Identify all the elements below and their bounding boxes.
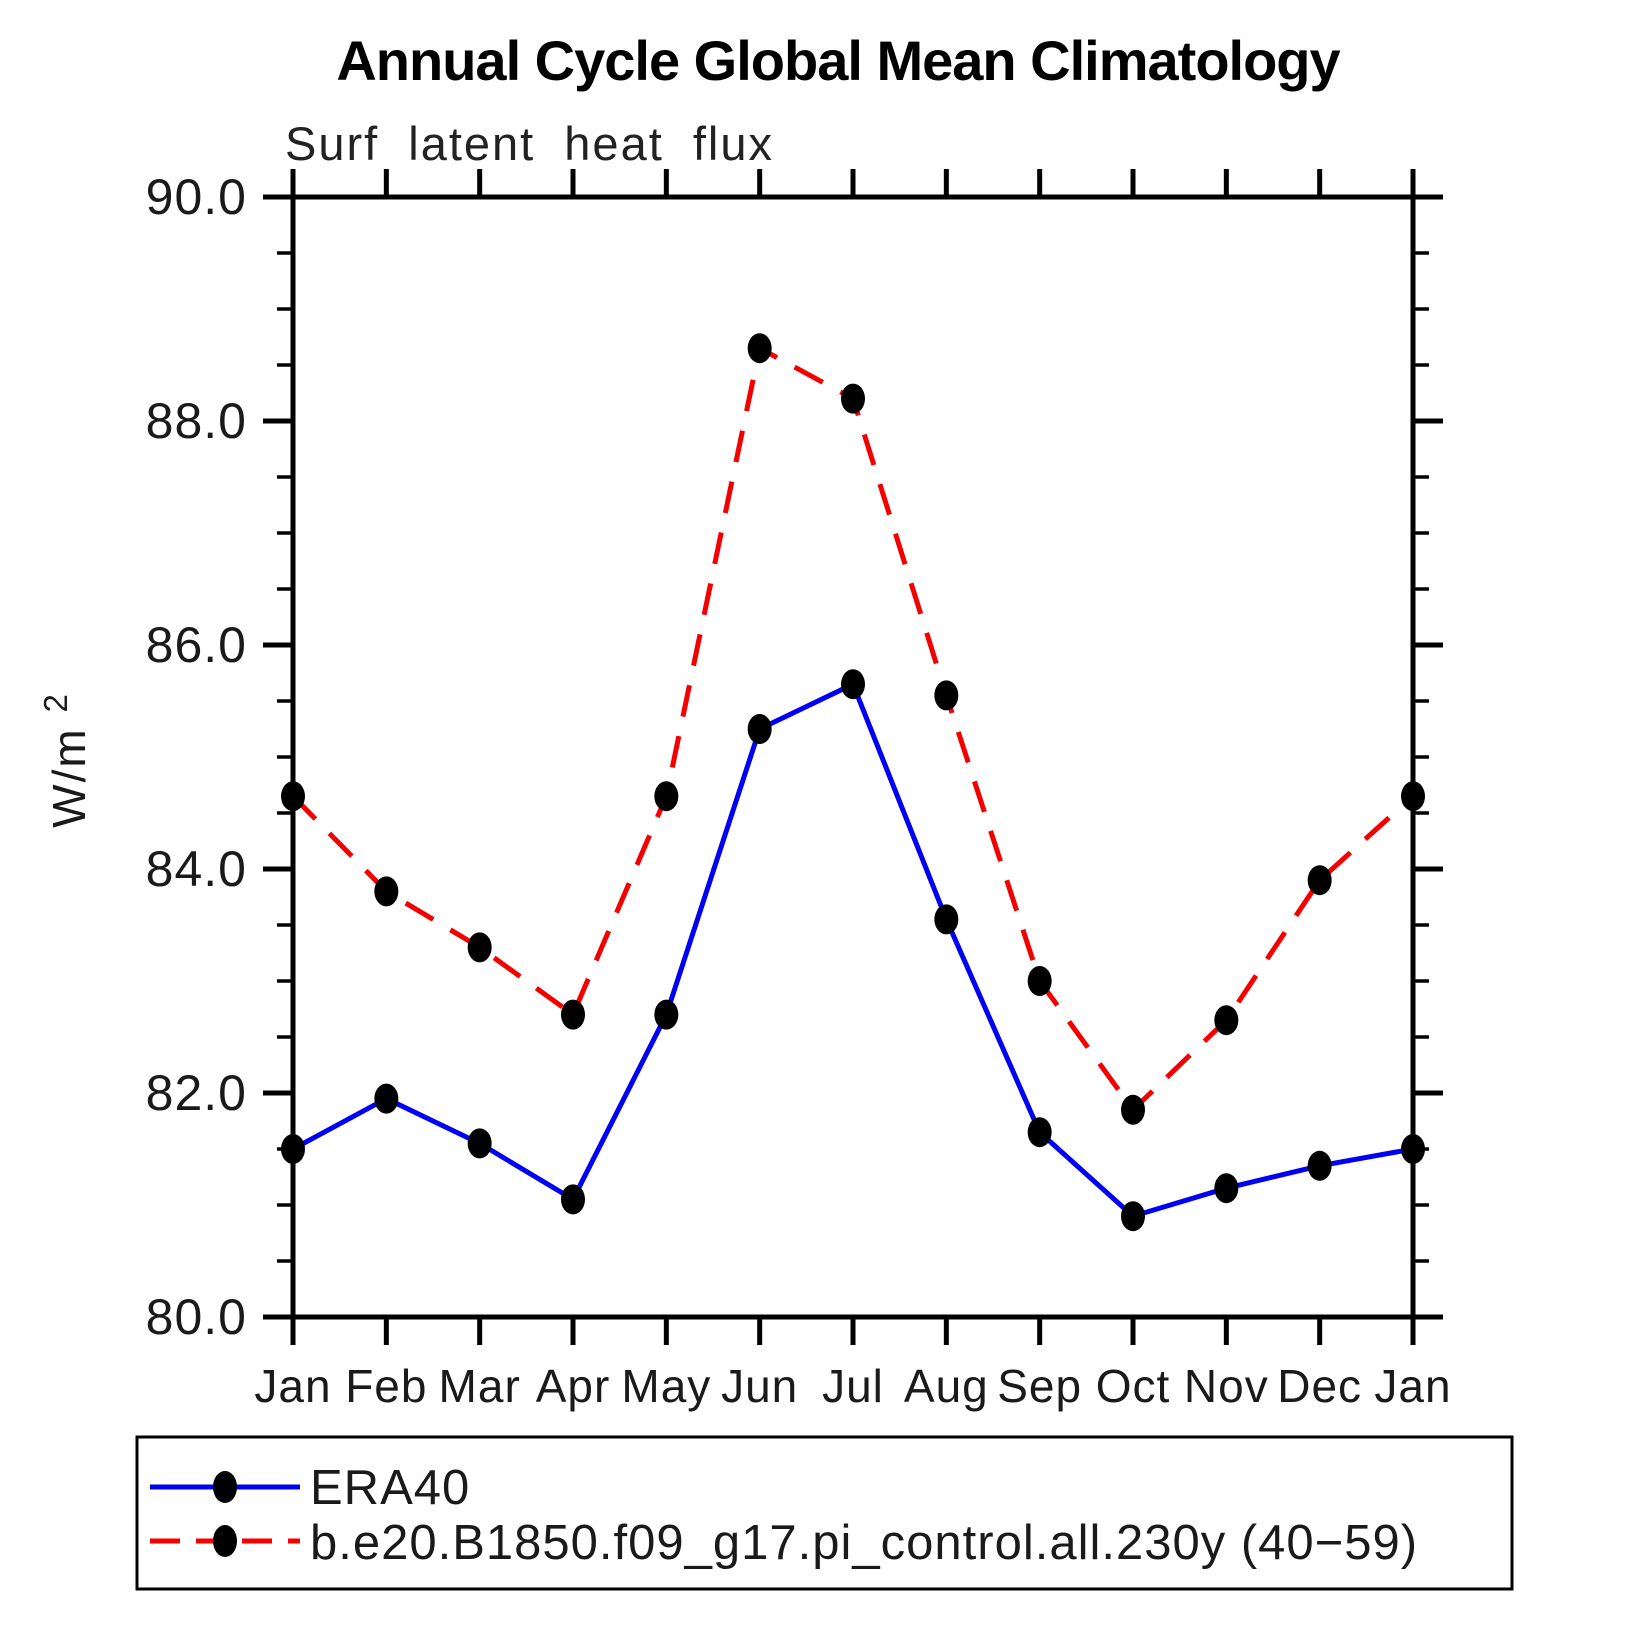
series-line-model (291, 344, 1415, 1114)
data-point-marker (281, 1134, 305, 1164)
y-tick-label: 88.0 (146, 393, 247, 449)
svg-text:W/m 2: W/m 2 (37, 692, 95, 828)
legend-border (135, 1435, 1514, 1591)
x-tick-label: Mar (439, 1360, 521, 1412)
x-tick-label: Jan (1374, 1360, 1451, 1412)
legend-label-model: b.e20.B1850.f09_g17.pi_control.all.230y … (310, 1516, 1418, 1570)
data-point-marker (467, 1128, 492, 1159)
y-axis-label-base: W/m (43, 727, 95, 828)
data-point-marker (934, 680, 959, 711)
y-axis-label: W/m 2 (37, 692, 95, 828)
x-tick-label: Oct (1096, 1360, 1171, 1412)
data-point-marker (1121, 1094, 1145, 1125)
legend-sample-marker (213, 1525, 237, 1557)
chart-subtitle: Surf latent heat flux (285, 117, 774, 170)
x-tick-label: Nov (1184, 1360, 1269, 1412)
data-point-marker (1307, 865, 1332, 896)
data-point-marker (1401, 1134, 1425, 1164)
x-tick-label: Aug (904, 1360, 989, 1412)
data-point-marker (1401, 781, 1425, 812)
y-tick-label: 80.0 (146, 1289, 247, 1345)
data-point-marker (747, 714, 772, 744)
data-point-marker (841, 669, 865, 700)
data-point-marker (1121, 1201, 1145, 1232)
data-point-marker (1027, 1117, 1052, 1148)
y-tick-label: 84.0 (146, 841, 247, 897)
y-tick-label: 82.0 (146, 1065, 247, 1121)
legend-label-era40: ERA40 (310, 1461, 470, 1515)
y-tick-label: 90.0 (146, 169, 247, 225)
series-line-era40 (291, 680, 1414, 1219)
x-tick-label: Jan (254, 1360, 331, 1412)
x-tick-label: Dec (1277, 1360, 1362, 1412)
x-tick-label: Apr (536, 1360, 611, 1412)
data-point-marker (374, 1083, 399, 1114)
data-point-marker (654, 781, 679, 812)
data-point-marker (747, 333, 772, 364)
x-tick-label: Jul (822, 1360, 884, 1412)
x-tick-label: May (621, 1360, 711, 1412)
data-point-marker (374, 876, 399, 907)
x-tick-label: Feb (345, 1360, 427, 1412)
data-point-marker (1307, 1150, 1332, 1181)
legend-sample-marker (213, 1471, 237, 1503)
x-tick-label: Jun (721, 1360, 798, 1412)
data-point-marker (1027, 966, 1052, 996)
data-point-marker (467, 932, 492, 963)
legend-box: ERA40 b.e20.B1850.f09_g17.pi_control.all… (135, 1435, 1514, 1591)
data-point-marker (281, 781, 305, 812)
data-point-marker (654, 999, 679, 1030)
series-layer (281, 333, 1425, 1232)
data-point-marker (561, 999, 585, 1030)
chart-title: Annual Cycle Global Mean Climatology (336, 29, 1340, 92)
y-axis-label-superscript: 2 (37, 692, 74, 712)
data-point-marker (1214, 1005, 1239, 1036)
y-tick-label: 86.0 (146, 617, 247, 673)
data-point-marker (561, 1184, 585, 1215)
data-point-marker (841, 383, 865, 414)
data-point-marker (934, 904, 959, 935)
plot-frame (290, 194, 1416, 1320)
data-point-marker (1214, 1173, 1239, 1204)
legend-samples (150, 1471, 300, 1557)
x-tick-label: Sep (997, 1360, 1082, 1412)
